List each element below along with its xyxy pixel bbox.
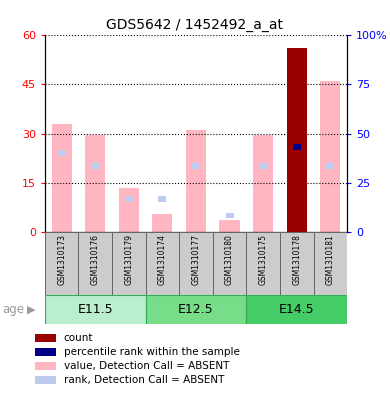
Text: E11.5: E11.5 (77, 303, 113, 316)
Text: GSM1310174: GSM1310174 (158, 234, 167, 285)
Bar (320, 81, 340, 232)
Bar (85, 135, 105, 232)
Text: E12.5: E12.5 (178, 303, 214, 316)
Text: GSM1310179: GSM1310179 (124, 234, 133, 285)
Bar (91, 163, 99, 169)
Bar (45, 232, 78, 295)
Bar (35, 348, 56, 356)
Text: GSM1310173: GSM1310173 (57, 234, 66, 285)
Text: GSM1310177: GSM1310177 (191, 234, 200, 285)
Text: age: age (2, 303, 24, 316)
Bar (246, 295, 347, 324)
Text: GSM1310180: GSM1310180 (225, 234, 234, 285)
Text: GSM1310175: GSM1310175 (259, 234, 268, 285)
Text: value, Detection Call = ABSENT: value, Detection Call = ABSENT (64, 361, 229, 371)
Bar (145, 232, 179, 295)
Bar (51, 124, 72, 232)
Bar (152, 214, 172, 232)
Bar (119, 187, 139, 232)
Bar (35, 376, 56, 384)
Bar (287, 48, 307, 232)
Bar (45, 295, 145, 324)
Bar (280, 232, 314, 295)
Bar (78, 232, 112, 295)
Text: GDS5642 / 1452492_a_at: GDS5642 / 1452492_a_at (106, 18, 284, 32)
Text: rank, Detection Call = ABSENT: rank, Detection Call = ABSENT (64, 375, 224, 385)
Text: percentile rank within the sample: percentile rank within the sample (64, 347, 239, 357)
Bar (112, 232, 145, 295)
Bar (192, 163, 200, 169)
Bar (225, 213, 234, 219)
Bar (220, 220, 239, 232)
Bar (186, 130, 206, 232)
Text: ▶: ▶ (27, 304, 35, 314)
Bar (253, 135, 273, 232)
Bar (326, 163, 334, 169)
Text: GSM1310178: GSM1310178 (292, 234, 301, 285)
Bar (145, 295, 246, 324)
Bar (213, 232, 246, 295)
Bar (125, 196, 133, 202)
Bar (179, 232, 213, 295)
Bar (246, 232, 280, 295)
Bar (58, 150, 66, 156)
Text: GSM1310176: GSM1310176 (91, 234, 100, 285)
Text: GSM1310181: GSM1310181 (326, 234, 335, 285)
Bar (35, 334, 56, 342)
Text: E14.5: E14.5 (279, 303, 315, 316)
Bar (35, 362, 56, 370)
Bar (292, 144, 301, 150)
Bar (158, 196, 167, 202)
Bar (259, 163, 267, 169)
Bar (314, 232, 347, 295)
Text: count: count (64, 333, 93, 343)
